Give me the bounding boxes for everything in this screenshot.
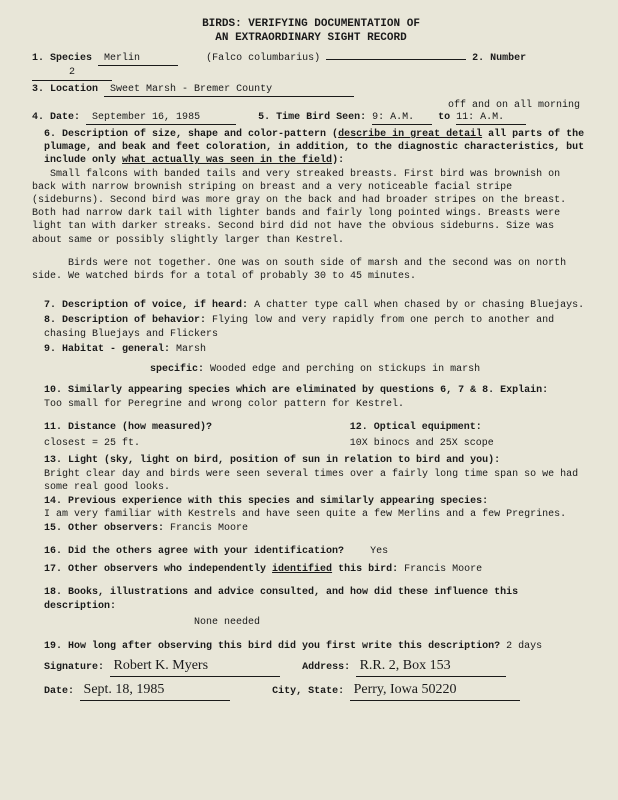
q17-value: Francis Moore: [404, 564, 482, 575]
q14-row: 14. Previous experience with this specie…: [32, 495, 590, 522]
title-line-2: AN EXTRAORDINARY SIGHT RECORD: [215, 32, 406, 44]
row-location: 3. Location Sweet Marsh - Bremer County: [32, 83, 590, 98]
q6-end: ):: [332, 155, 344, 166]
q8-row: 8. Description of behavior: Flying low a…: [32, 314, 590, 341]
city-value: Perry, Iowa 50220: [354, 682, 457, 697]
date2-label: Date:: [44, 686, 74, 697]
q5-to: 11: A.M.: [456, 112, 504, 123]
q17-u: identified: [272, 564, 332, 575]
title-line-1: BIRDS: VERIFYING DOCUMENTATION OF: [202, 18, 420, 30]
q5-to-label: to: [438, 112, 450, 123]
q12-label: 12. Optical equipment:: [350, 421, 482, 435]
q17-label: 17. Other observers who independently: [44, 564, 272, 575]
q13-row: 13. Light (sky, light on bird, position …: [32, 454, 590, 495]
q9-label: 9. Habitat - general:: [44, 344, 170, 355]
q10-value: Too small for Peregrine and wrong color …: [44, 399, 404, 410]
q16-label: 16. Did the others agree with your ident…: [44, 546, 344, 557]
q6-p2: Birds were not together. One was on sout…: [32, 257, 590, 283]
q19-value: 2 days: [506, 641, 542, 652]
row-species-number: 1. Species Merlin (Falco columbarius) 2.…: [32, 52, 590, 81]
addr-value: R.R. 2, Box 153: [360, 658, 451, 673]
q14-value: I am very familiar with Kestrels and hav…: [44, 509, 566, 520]
q1-value: Merlin: [104, 53, 140, 64]
q14-label: 14. Previous experience with this specie…: [44, 496, 488, 507]
q19-row: 19. How long after observing this bird d…: [32, 640, 590, 654]
q18-value: None needed: [44, 616, 590, 630]
q5-from: 9: A.M.: [372, 112, 414, 123]
q16-row: 16. Did the others agree with your ident…: [32, 545, 590, 559]
q7-value: A chatter type call when chased by or ch…: [254, 300, 584, 311]
q6-label: 6. Description of size, shape and color-…: [44, 129, 338, 140]
q19-label: 19. How long after observing this bird d…: [44, 641, 500, 652]
q9-value: Marsh: [176, 344, 206, 355]
q13-label: 13. Light (sky, light on bird, position …: [44, 455, 500, 466]
q18-row: 18. Books, illustrations and advice cons…: [32, 586, 590, 630]
q2-label: 2. Number: [472, 53, 526, 64]
date-city-row: Date: Sept. 18, 1985 City, State: Perry,…: [32, 681, 590, 701]
city-label: City, State:: [272, 686, 344, 697]
q15-label: 15. Other observers:: [44, 523, 164, 534]
q7-row: 7. Description of voice, if heard: A cha…: [32, 299, 590, 312]
q17-end: this bird:: [332, 564, 398, 575]
document-page: BIRDS: VERIFYING DOCUMENTATION OF AN EXT…: [0, 0, 618, 713]
q16-value: Yes: [370, 546, 388, 557]
document-title: BIRDS: VERIFYING DOCUMENTATION OF AN EXT…: [32, 18, 590, 46]
q6-p1: Small falcons with banded tails and very…: [32, 168, 590, 247]
q11-label: 11. Distance (how measured)?: [44, 421, 350, 435]
sig-label: Signature:: [44, 662, 104, 673]
q10-row: 10. Similarly appearing species which ar…: [32, 384, 590, 411]
q12-value: 10X binocs and 25X scope: [350, 437, 494, 451]
q11-12-values: closest = 25 ft. 10X binocs and 25X scop…: [32, 437, 590, 451]
q4-label: 4. Date:: [32, 112, 80, 123]
q15-value: Francis Moore: [170, 523, 248, 534]
q17-row: 17. Other observers who independently id…: [32, 563, 590, 577]
date2-value: Sept. 18, 1985: [84, 682, 165, 697]
q9-spec-label: specific:: [150, 364, 204, 375]
q6-u2: what actually was seen in the field: [122, 155, 332, 166]
q9-spec-value: Wooded edge and perching on stickups in …: [210, 364, 480, 375]
q3-label: 3. Location: [32, 84, 98, 95]
q5-note: off and on all morning: [448, 100, 580, 111]
q3-value: Sweet Marsh - Bremer County: [110, 84, 272, 95]
sig-value: Robert K. Myers: [114, 658, 209, 673]
q15-row: 15. Other observers: Francis Moore: [32, 522, 590, 536]
q7-label: 7. Description of voice, if heard:: [44, 300, 248, 311]
q5-label: 5. Time Bird Seen:: [258, 112, 366, 123]
q1-latin: (Falco columbarius): [206, 53, 320, 64]
q4-value: September 16, 1985: [92, 112, 200, 123]
q13-value: Bright clear day and birds were seen sev…: [44, 469, 578, 494]
q8-label: 8. Description of behavior:: [44, 315, 206, 326]
addr-label: Address:: [302, 662, 350, 673]
q6-prompt: 6. Description of size, shape and color-…: [32, 128, 590, 168]
q1-label: 1. Species: [32, 53, 92, 64]
q2-value: 2: [69, 67, 75, 78]
q9-row: 9. Habitat - general: Marsh: [32, 343, 590, 357]
q11-12-labels: 11. Distance (how measured)? 12. Optical…: [32, 421, 590, 435]
signature-row: Signature: Robert K. Myers Address: R.R.…: [32, 657, 590, 677]
row-date-time: 4. Date: September 16, 1985 5. Time Bird…: [32, 111, 590, 126]
q11-value: closest = 25 ft.: [44, 437, 350, 451]
q10-label: 10. Similarly appearing species which ar…: [44, 385, 548, 396]
q9-specific-row: specific: Wooded edge and perching on st…: [32, 363, 590, 377]
q6-block: 6. Description of size, shape and color-…: [32, 128, 590, 283]
q6-u1: describe in great detail: [338, 129, 482, 140]
q18-label: 18. Books, illustrations and advice cons…: [44, 587, 518, 612]
